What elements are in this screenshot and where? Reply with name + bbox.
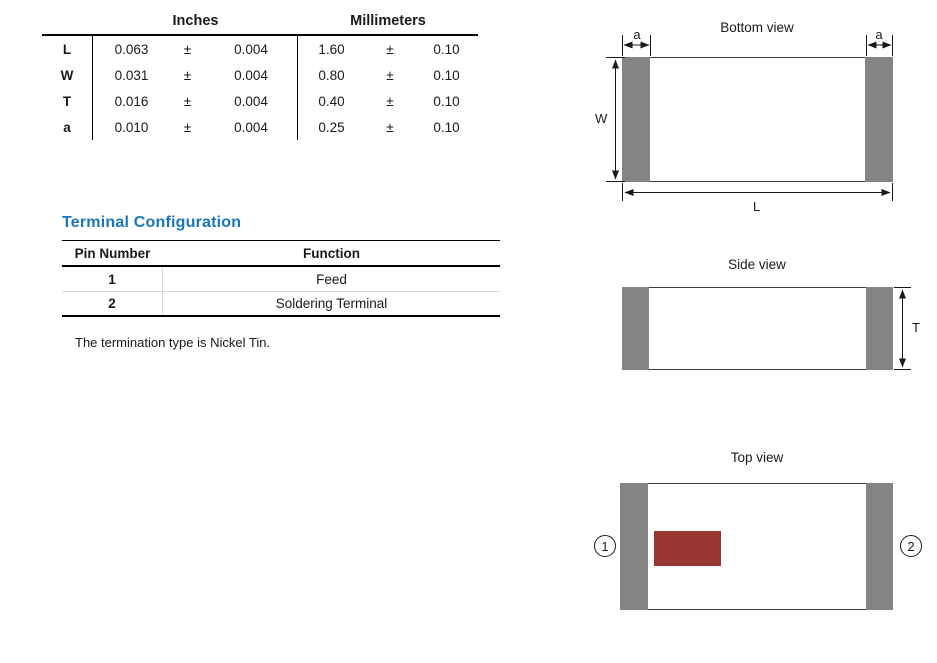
dims-mm-pm: ± — [386, 41, 394, 57]
dimensions-table: Inches Millimeters L 0.063 ± 0.004 1.60 … — [42, 8, 478, 140]
tc-header-function: Function — [303, 245, 360, 261]
dims-row-label: T — [42, 88, 93, 114]
dims-inch-value: 0.016 — [114, 93, 149, 109]
dims-mm-value: 0.40 — [318, 93, 345, 109]
dims-mm-tol: 0.10 — [433, 119, 460, 135]
termination-note: The termination type is Nickel Tin. — [75, 335, 271, 350]
dims-inch-tol: 0.004 — [205, 88, 298, 114]
side-view-body — [622, 287, 893, 370]
dims-row-label: a — [42, 114, 93, 140]
bottom-view-body — [622, 57, 893, 182]
dims-inch-tol: 0.004 — [205, 114, 298, 140]
terminal-configuration-table: Pin Number Function 1 Feed 2 Soldering T… — [62, 240, 500, 317]
tc-header-row: Pin Number Function — [62, 241, 500, 267]
pin-1-number: 1 — [601, 538, 609, 554]
tc-function: Soldering Terminal — [275, 296, 388, 311]
dims-inch-value: 0.031 — [114, 67, 149, 83]
pin-2-number: 2 — [907, 538, 915, 554]
dims-inch-pm: ± — [183, 67, 192, 83]
side-view-title: Side view — [728, 257, 786, 272]
side-view-right-terminal — [866, 287, 893, 370]
dims-inch-tol: 0.004 — [205, 62, 298, 88]
bottom-view-left-terminal — [622, 57, 650, 182]
dims-inch-pm: ± — [183, 119, 192, 135]
dim-a-left-label: a — [633, 27, 641, 42]
dim-a-right-label: a — [875, 27, 883, 42]
table-row: 2 Soldering Terminal — [62, 292, 500, 317]
dims-mm-value: 1.60 — [318, 41, 345, 57]
top-view-orientation-mark — [654, 531, 721, 566]
side-view-left-terminal — [622, 287, 649, 370]
dim-t-label: T — [912, 320, 920, 335]
tc-function: Feed — [316, 271, 347, 287]
pin-2-circle: 2 — [900, 535, 922, 557]
dims-inch-tol: 0.004 — [205, 36, 298, 62]
dim-w-label: W — [595, 111, 608, 126]
bottom-view-title: Bottom view — [720, 20, 794, 35]
dims-inch-pm: ± — [183, 41, 192, 57]
dim-l-label: L — [753, 199, 761, 214]
dims-mm-tol: 0.10 — [433, 41, 460, 57]
dims-row-label: W — [42, 62, 93, 88]
top-view-left-terminal — [620, 483, 648, 610]
top-view-right-terminal — [866, 483, 893, 610]
bottom-view-right-terminal — [865, 57, 893, 182]
top-view-title: Top view — [730, 450, 784, 465]
dims-mm-pm: ± — [386, 93, 394, 109]
dims-mm-pm: ± — [386, 67, 394, 83]
dims-mm-pm: ± — [386, 119, 394, 135]
dims-header-inches: Inches — [93, 8, 298, 36]
table-row: 1 Feed — [62, 267, 500, 292]
dims-row-label: L — [42, 36, 93, 62]
tc-pin-number: 2 — [62, 292, 163, 315]
dims-mm-value: 0.25 — [318, 119, 345, 135]
dims-mm-tol: 0.10 — [433, 93, 460, 109]
pin-1-circle: 1 — [594, 535, 616, 557]
dims-inch-value: 0.063 — [114, 41, 149, 57]
dims-header-empty — [42, 8, 93, 36]
dims-inch-value: 0.010 — [114, 119, 149, 135]
tc-header-pin-number: Pin Number — [74, 245, 151, 261]
dims-inch-pm: ± — [183, 93, 192, 109]
dims-header-millimeters: Millimeters — [298, 8, 478, 36]
terminal-configuration-title: Terminal Configuration — [62, 214, 242, 231]
tc-pin-number: 1 — [62, 267, 163, 291]
dims-mm-tol: 0.10 — [433, 67, 460, 83]
dims-mm-value: 0.80 — [318, 67, 345, 83]
